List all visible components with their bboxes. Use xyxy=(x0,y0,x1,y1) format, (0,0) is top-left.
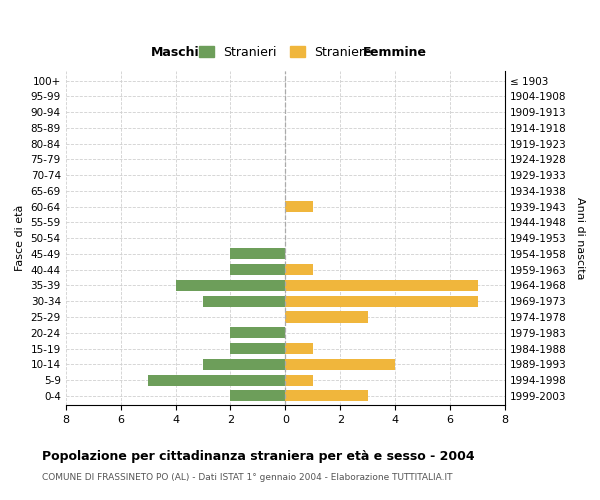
Bar xyxy=(286,390,368,402)
Legend: Stranieri, Straniere: Stranieri, Straniere xyxy=(194,40,377,64)
Bar xyxy=(203,359,286,370)
Bar xyxy=(286,312,368,322)
Bar xyxy=(230,343,286,354)
Text: Maschi: Maschi xyxy=(151,46,200,60)
Y-axis label: Fasce di età: Fasce di età xyxy=(15,205,25,272)
Bar xyxy=(176,280,286,291)
Y-axis label: Anni di nascita: Anni di nascita xyxy=(575,197,585,280)
Text: Popolazione per cittadinanza straniera per età e sesso - 2004: Popolazione per cittadinanza straniera p… xyxy=(42,450,475,463)
Text: COMUNE DI FRASSINETO PO (AL) - Dati ISTAT 1° gennaio 2004 - Elaborazione TUTTITA: COMUNE DI FRASSINETO PO (AL) - Dati ISTA… xyxy=(42,472,452,482)
Bar xyxy=(286,280,478,291)
Text: Femmine: Femmine xyxy=(363,46,427,60)
Bar xyxy=(286,343,313,354)
Bar xyxy=(286,264,313,275)
Bar xyxy=(286,296,478,307)
Bar xyxy=(286,374,313,386)
Bar xyxy=(230,248,286,260)
Bar xyxy=(230,328,286,338)
Bar xyxy=(230,390,286,402)
Bar xyxy=(203,296,286,307)
Bar xyxy=(148,374,286,386)
Bar xyxy=(230,264,286,275)
Bar xyxy=(286,201,313,212)
Bar xyxy=(286,359,395,370)
